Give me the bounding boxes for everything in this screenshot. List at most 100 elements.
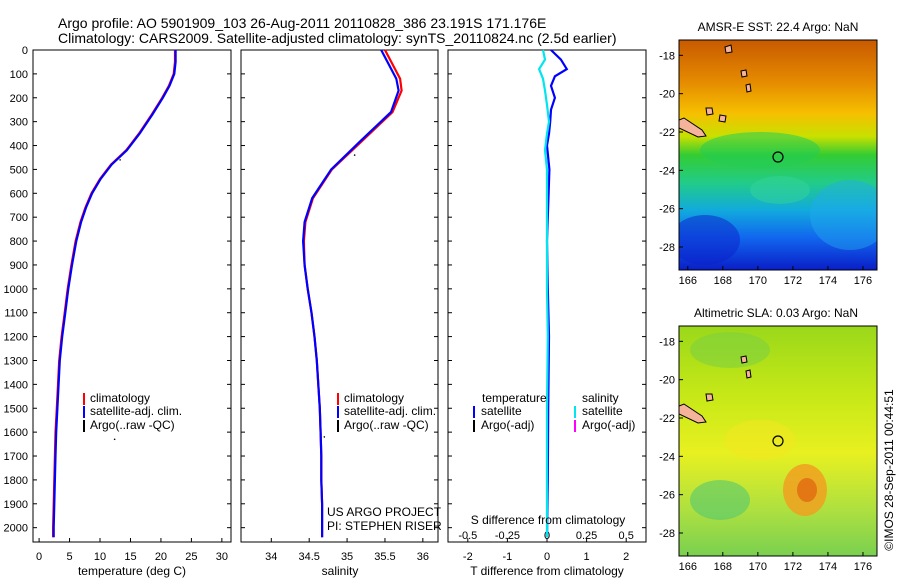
difference-axis: -2 -1 0 1 2-0.5 -0.25 0 0.25 0.5 bbox=[458, 530, 634, 563]
imos-timestamp: ©IMOS 28-Sep-2011 00:44:51 bbox=[882, 389, 896, 551]
argo-data-point bbox=[119, 159, 121, 161]
x-tick-label: 35.5 bbox=[374, 551, 395, 563]
header-line-1: Argo profile: AO 5901909_103 26-Aug-2011… bbox=[58, 15, 546, 31]
map-y-tick-label: -18 bbox=[659, 50, 675, 62]
series-line bbox=[302, 49, 403, 538]
sst-map-axes: 166 168 170 172 174 176 -18 -20 -22 -24 -26 -28 bbox=[659, 50, 872, 287]
legend-label: Argo(-adj) bbox=[481, 418, 534, 432]
temperature-series bbox=[52, 50, 177, 538]
depth-tick-label: 200 bbox=[10, 93, 28, 105]
sla-field-patch bbox=[690, 332, 770, 368]
depth-tick-label: 1400 bbox=[4, 379, 28, 391]
x-tick-label: 34.5 bbox=[298, 551, 319, 563]
map-x-tick-label: 166 bbox=[679, 561, 697, 573]
series-line bbox=[537, 49, 551, 538]
map-y-tick-label: -26 bbox=[659, 204, 675, 216]
temperature-panel-frame bbox=[32, 49, 232, 543]
sst-map-frame bbox=[678, 39, 878, 271]
sla-field-patch bbox=[797, 478, 817, 502]
map-x-tick-label: 172 bbox=[784, 275, 802, 287]
salinity-axis-label: salinity bbox=[322, 564, 359, 578]
sla-map-axes: 166 168 170 172 174 176 -18 -20 -22 -24 -26 -28 bbox=[659, 336, 872, 573]
x-tick-label: -1 bbox=[503, 551, 513, 563]
sla-map-frame bbox=[678, 325, 878, 557]
x-tick-label: -2 bbox=[463, 551, 473, 563]
map-y-tick-label: -22 bbox=[659, 127, 675, 139]
x-tick-label: 30 bbox=[216, 551, 228, 563]
s-tick-label: 0.5 bbox=[619, 530, 634, 542]
map-x-tick-label: 174 bbox=[819, 561, 837, 573]
map-x-tick-label: 170 bbox=[749, 561, 767, 573]
sla-map bbox=[679, 326, 877, 556]
x-tick-label: 2 bbox=[623, 551, 629, 563]
x-tick-label: 20 bbox=[155, 551, 167, 563]
depth-tick-label: 1500 bbox=[4, 403, 28, 415]
depth-tick-label: 1100 bbox=[4, 308, 28, 320]
difference-series bbox=[537, 49, 569, 538]
legend-label: satellite bbox=[582, 404, 623, 418]
difference-legend: temperature salinity satellite Argo(-adj… bbox=[473, 391, 635, 432]
s-tick-label: -0.25 bbox=[495, 530, 520, 542]
depth-tick-label: 2000 bbox=[4, 523, 28, 535]
depth-axis: 0 100 200 300 400 500 600 700 800 900 1000 1100 1200… bbox=[4, 45, 646, 535]
sst-field-patch bbox=[679, 215, 740, 265]
series-line bbox=[52, 50, 177, 538]
new-caledonia-island bbox=[679, 403, 707, 424]
map-y-tick-label: -18 bbox=[659, 336, 675, 348]
project-pi: PI: STEPHEN RISER bbox=[327, 519, 442, 533]
depth-tick-label: 100 bbox=[10, 69, 28, 81]
depth-tick-label: 1000 bbox=[4, 284, 28, 296]
temperature-axis-label: temperature (deg C) bbox=[78, 564, 186, 578]
sst-field-patch bbox=[750, 176, 810, 204]
sst-map-title: AMSR-E SST: 22.4 Argo: NaN bbox=[698, 20, 859, 34]
x-tick-label: 25 bbox=[185, 551, 197, 563]
temperature-axis: 0 5 10 15 20 25 30 bbox=[36, 538, 228, 563]
depth-tick-label: 1700 bbox=[4, 451, 28, 463]
depth-tick-label: 1300 bbox=[4, 355, 28, 367]
temperature-legend: climatology satellite-adj. clim. Argo(..… bbox=[83, 391, 182, 432]
legend-label: Argo(-adj) bbox=[582, 418, 635, 432]
salinity-legend: climatology satellite-adj. clim. Argo(..… bbox=[337, 391, 436, 432]
x-tick-label: 36 bbox=[417, 551, 429, 563]
legend-title-salinity: salinity bbox=[582, 391, 619, 405]
island bbox=[740, 69, 748, 78]
depth-tick-label: 700 bbox=[10, 212, 28, 224]
island bbox=[705, 107, 714, 116]
depth-tick-label: 600 bbox=[10, 188, 28, 200]
legend-label: satellite-adj. clim. bbox=[90, 404, 182, 418]
depth-tick-label: 900 bbox=[10, 260, 28, 272]
sla-map-title: Altimetric SLA: 0.03 Argo: NaN bbox=[694, 306, 858, 320]
argo-data-point bbox=[353, 154, 356, 156]
depth-tick-label: 1600 bbox=[4, 427, 28, 439]
legend-label: climatology bbox=[344, 391, 404, 405]
map-y-tick-label: -20 bbox=[659, 375, 675, 387]
map-y-tick-label: -20 bbox=[659, 89, 675, 101]
map-x-tick-label: 170 bbox=[749, 275, 767, 287]
x-tick-label: 34 bbox=[265, 551, 277, 563]
island bbox=[745, 369, 752, 379]
project-name: US ARGO PROJECT bbox=[327, 505, 442, 519]
island bbox=[705, 393, 714, 402]
map-y-tick-label: -24 bbox=[659, 165, 675, 177]
map-y-tick-label: -24 bbox=[659, 451, 675, 463]
depth-tick-label: 1900 bbox=[4, 499, 28, 511]
x-tick-label: 10 bbox=[94, 551, 106, 563]
island bbox=[724, 44, 733, 54]
depth-tick-label: 400 bbox=[10, 141, 28, 153]
argo-data-point bbox=[323, 436, 326, 438]
s-tick-label: 0.25 bbox=[576, 530, 597, 542]
depth-tick-label: 1200 bbox=[4, 332, 28, 344]
sst-map bbox=[679, 40, 877, 270]
sla-argo-position-marker bbox=[772, 435, 784, 447]
map-y-tick-label: -26 bbox=[659, 490, 675, 502]
x-tick-label: 1 bbox=[584, 551, 590, 563]
island bbox=[745, 83, 752, 93]
legend-label: Argo(..raw -QC) bbox=[344, 418, 429, 432]
salinity-series bbox=[301, 49, 403, 538]
salinity-axis: 34 34.5 35 35.5 36 bbox=[265, 538, 429, 563]
x-tick-label: 15 bbox=[124, 551, 136, 563]
map-y-tick-label: -22 bbox=[659, 413, 675, 425]
map-x-tick-label: 172 bbox=[784, 561, 802, 573]
depth-tick-label: 800 bbox=[10, 236, 28, 248]
sla-field-patch bbox=[690, 480, 750, 520]
